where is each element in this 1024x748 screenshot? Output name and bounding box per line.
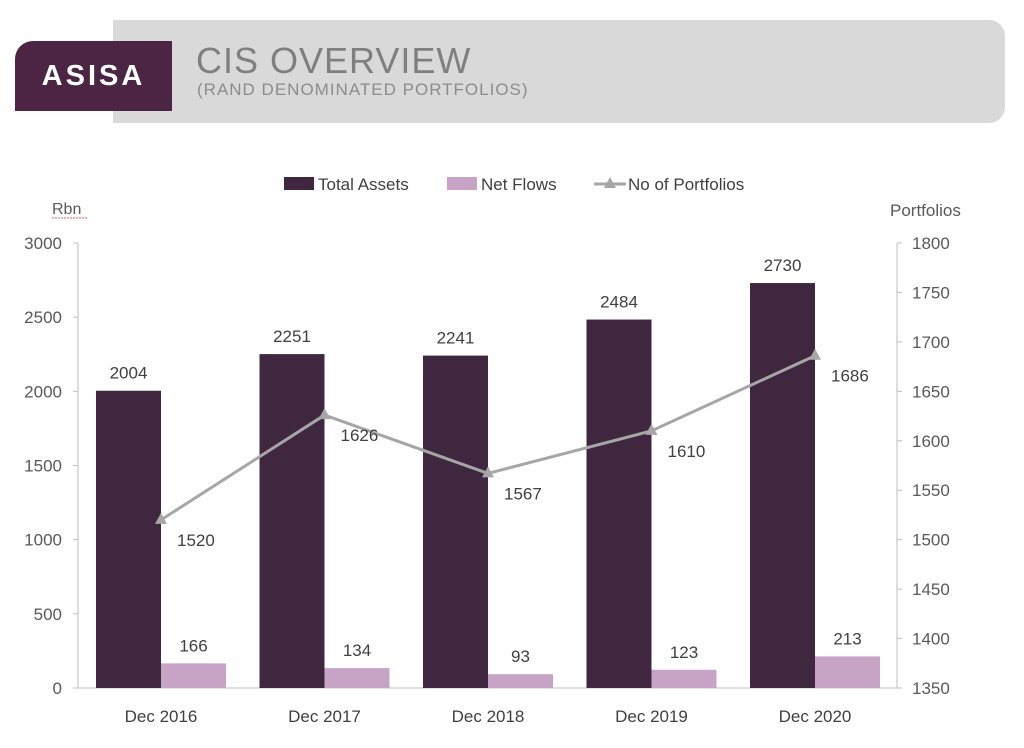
legend-swatch-net-flows	[447, 177, 477, 190]
bar-net-flows	[815, 656, 880, 688]
x-tick-label: Dec 2017	[288, 707, 361, 726]
bar-total-assets	[423, 355, 488, 688]
legend-swatch-total-assets	[284, 177, 314, 190]
data-label-total-assets: 2484	[600, 293, 638, 312]
data-label-no-of-portfolios: 1520	[177, 531, 215, 550]
data-label-no-of-portfolios: 1626	[341, 426, 379, 445]
asisa-logo: ASISA	[15, 41, 172, 111]
bar-net-flows	[324, 668, 390, 688]
left-axis-title: Rbn	[52, 201, 81, 218]
left-tick-label: 2500	[24, 308, 62, 327]
data-label-no-of-portfolios: 1610	[668, 442, 706, 461]
page-title: CIS OVERVIEW	[196, 40, 472, 81]
right-tick-label: 1450	[912, 580, 950, 599]
data-label-total-assets: 2251	[273, 327, 311, 346]
left-tick-label: 3000	[24, 234, 62, 253]
right-axis-title: Portfolios	[890, 201, 961, 220]
right-tick-label: 1600	[912, 432, 950, 451]
left-tick-label: 2000	[24, 382, 62, 401]
header-banner	[113, 20, 1005, 123]
legend-label-total-assets: Total Assets	[318, 175, 409, 194]
bar-total-assets	[96, 390, 161, 688]
data-label-total-assets: 2730	[764, 256, 802, 275]
x-tick-label: Dec 2018	[452, 707, 525, 726]
right-tick-label: 1550	[912, 481, 950, 500]
data-label-no-of-portfolios: 1686	[831, 367, 869, 386]
data-label-total-assets: 2241	[437, 329, 475, 348]
data-label-net-flows: 213	[833, 629, 861, 648]
x-tick-label: Dec 2020	[779, 707, 852, 726]
x-tick-label: Dec 2016	[125, 707, 198, 726]
marker-no-of-portfolios	[482, 466, 494, 478]
data-label-net-flows: 123	[670, 643, 698, 662]
data-label-net-flows: 93	[511, 647, 530, 666]
right-tick-label: 1350	[912, 679, 950, 698]
legend-marker-icon	[604, 177, 616, 188]
bar-total-assets	[586, 319, 652, 688]
marker-no-of-portfolios	[645, 423, 658, 435]
right-tick-label: 1700	[912, 333, 950, 352]
right-tick-label: 1400	[912, 630, 950, 649]
legend-label-net-flows: Net Flows	[481, 175, 557, 194]
right-tick-label: 1800	[912, 234, 950, 253]
left-tick-label: 0	[53, 679, 62, 698]
bar-net-flows	[651, 669, 717, 688]
data-label-net-flows: 134	[343, 641, 371, 660]
data-label-net-flows: 166	[179, 636, 207, 655]
right-tick-label: 1750	[912, 283, 950, 302]
data-label-total-assets: 2004	[110, 364, 148, 383]
bar-net-flows	[488, 674, 553, 688]
bar-total-assets	[259, 354, 325, 688]
page-subtitle: (RAND DENOMINATED PORTFOLIOS)	[197, 80, 529, 99]
marker-no-of-portfolios	[318, 408, 331, 420]
marker-no-of-portfolios	[155, 512, 167, 524]
right-tick-label: 1500	[912, 531, 950, 550]
right-tick-label: 1650	[912, 382, 950, 401]
bar-net-flows	[161, 663, 226, 688]
x-tick-label: Dec 2019	[615, 707, 688, 726]
legend-label-no-of-portfolios: No of Portfolios	[628, 175, 744, 194]
bar-total-assets	[750, 283, 815, 688]
marker-no-of-portfolios	[809, 348, 821, 360]
left-tick-label: 500	[34, 605, 62, 624]
data-label-no-of-portfolios: 1567	[504, 484, 542, 503]
left-tick-label: 1500	[24, 457, 62, 476]
left-tick-label: 1000	[24, 531, 62, 550]
